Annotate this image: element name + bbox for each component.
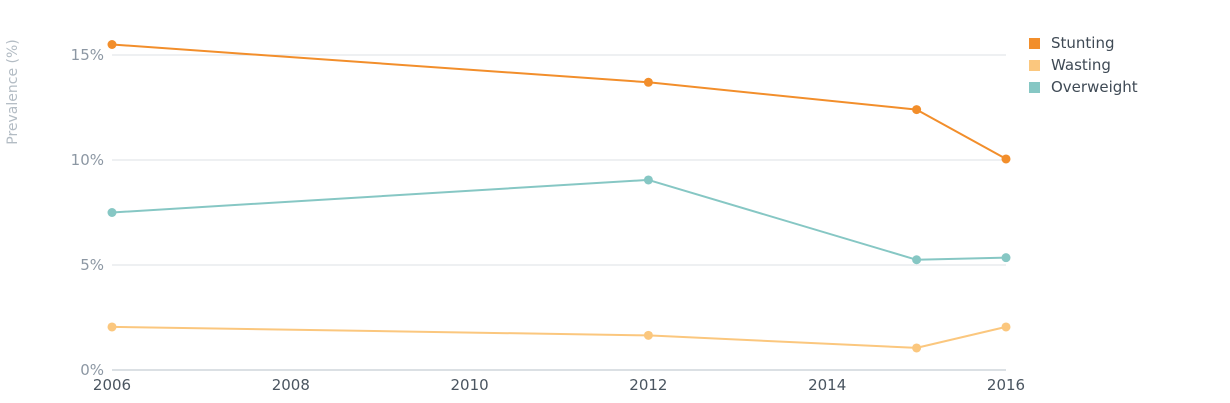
legend-swatch bbox=[1029, 82, 1040, 93]
legend-label: Overweight bbox=[1051, 78, 1138, 96]
series-line bbox=[111, 43, 1007, 160]
y-tick-label: 0% bbox=[80, 361, 104, 379]
x-tick-label: 2006 bbox=[93, 376, 131, 394]
series-line bbox=[111, 178, 1007, 261]
series-wasting bbox=[107, 322, 1011, 353]
series-line bbox=[111, 325, 1007, 349]
x-tick-label: 2010 bbox=[451, 376, 489, 394]
series-stunting bbox=[107, 40, 1011, 164]
y-tick-label: 15% bbox=[71, 46, 104, 64]
data-point[interactable] bbox=[643, 330, 653, 340]
data-point[interactable] bbox=[643, 77, 653, 87]
legend-swatch bbox=[1029, 60, 1040, 71]
legend-item-stunting[interactable]: Stunting bbox=[1029, 34, 1115, 52]
data-point[interactable] bbox=[1001, 322, 1011, 332]
series-layer bbox=[107, 40, 1011, 353]
data-point[interactable] bbox=[643, 175, 653, 185]
series-overweight bbox=[107, 175, 1011, 265]
y-tick-label: 5% bbox=[80, 256, 104, 274]
axes: 0% 5% 10% 15% 2006 2008 2010 2012 2014 2016 bbox=[71, 46, 1025, 394]
y-axis-label: Prevalence (%) bbox=[5, 39, 21, 145]
x-tick-label: 2014 bbox=[808, 376, 846, 394]
data-point[interactable] bbox=[912, 343, 922, 353]
legend-label: Stunting bbox=[1051, 34, 1115, 52]
x-tick-label: 2008 bbox=[272, 376, 310, 394]
x-tick-label: 2012 bbox=[629, 376, 667, 394]
data-point[interactable] bbox=[912, 105, 922, 115]
y-tick-label: 10% bbox=[71, 151, 104, 169]
data-point[interactable] bbox=[107, 208, 117, 217]
legend[interactable]: Stunting Wasting Overweight bbox=[1029, 34, 1138, 96]
legend-label: Wasting bbox=[1051, 56, 1111, 74]
data-point[interactable] bbox=[107, 40, 117, 49]
x-tick-label: 2016 bbox=[987, 376, 1025, 394]
legend-swatch bbox=[1029, 38, 1040, 49]
data-point[interactable] bbox=[107, 322, 117, 332]
data-point[interactable] bbox=[1001, 253, 1011, 263]
legend-item-wasting[interactable]: Wasting bbox=[1029, 56, 1111, 74]
data-point[interactable] bbox=[1001, 154, 1011, 164]
gridlines bbox=[112, 54, 1006, 266]
legend-item-overweight[interactable]: Overweight bbox=[1029, 78, 1138, 96]
data-point[interactable] bbox=[912, 255, 922, 265]
